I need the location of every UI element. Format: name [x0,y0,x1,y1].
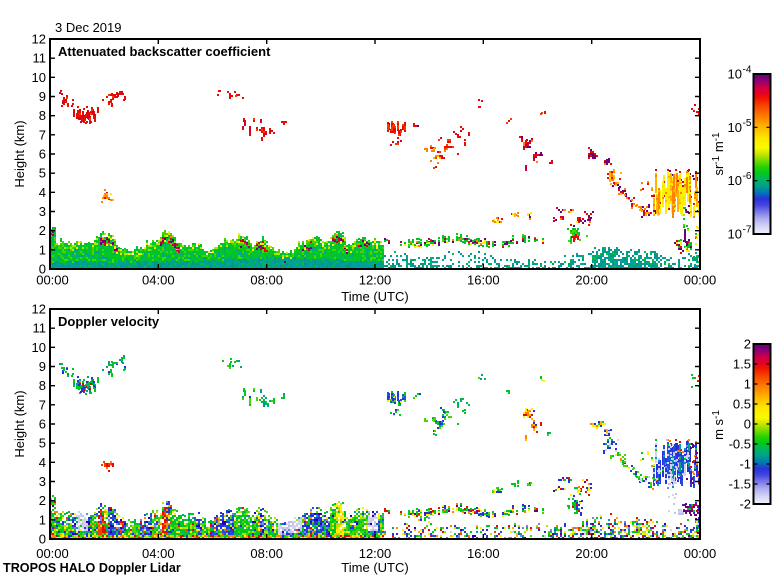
svg-text:-7: -7 [743,225,752,236]
svg-text:1: 1 [744,377,751,392]
svg-text:0: 0 [39,532,46,547]
svg-text:-2: -2 [739,497,751,512]
svg-text:5: 5 [39,166,46,181]
svg-text:12:00: 12:00 [359,546,392,561]
svg-text:5: 5 [39,436,46,451]
svg-text:16:00: 16:00 [467,273,500,288]
svg-text:Time (UTC): Time (UTC) [341,560,408,575]
svg-text:-4: -4 [743,65,752,76]
svg-text:4: 4 [39,455,46,470]
svg-text:-1: -1 [739,457,751,472]
svg-text:1: 1 [39,512,46,527]
svg-text:10: 10 [728,120,742,135]
svg-text:00:00: 00:00 [684,273,717,288]
svg-text:0.5: 0.5 [733,397,751,412]
svg-text:Height (km): Height (km) [12,120,27,187]
svg-text:2: 2 [39,223,46,238]
svg-text:04:00: 04:00 [142,273,175,288]
svg-text:8: 8 [39,378,46,393]
svg-text:7: 7 [39,397,46,412]
svg-text:-0.5: -0.5 [729,437,751,452]
svg-text:08:00: 08:00 [250,273,283,288]
svg-text:-6: -6 [743,171,752,182]
svg-text:10: 10 [728,67,742,82]
svg-text:10: 10 [32,70,46,85]
svg-text:-5: -5 [743,118,752,129]
svg-text:3: 3 [39,204,46,219]
svg-text:Time (UTC): Time (UTC) [341,289,408,304]
svg-text:04:00: 04:00 [142,546,175,561]
svg-text:2: 2 [39,493,46,508]
svg-text:0: 0 [744,417,751,432]
svg-text:00:00: 00:00 [36,273,69,288]
svg-text:08:00: 08:00 [250,546,283,561]
svg-text:00:00: 00:00 [36,546,69,561]
svg-text:11: 11 [33,51,47,66]
svg-text:0: 0 [39,262,46,277]
svg-text:2: 2 [744,337,751,352]
svg-text:10: 10 [728,227,742,242]
svg-text:00:00: 00:00 [684,546,717,561]
svg-text:9: 9 [39,359,46,374]
svg-text:Height (km): Height (km) [12,390,27,457]
svg-text:3: 3 [39,474,46,489]
svg-text:4: 4 [39,185,46,200]
svg-text:16:00: 16:00 [467,546,500,561]
svg-text:12: 12 [32,32,46,47]
svg-text:Attenuated backscatter coeffic: Attenuated backscatter coefficient [58,44,271,59]
svg-text:7: 7 [39,127,46,142]
svg-text:9: 9 [39,89,46,104]
svg-text:-1.5: -1.5 [729,477,751,492]
svg-text:20:00: 20:00 [575,273,608,288]
svg-text:6: 6 [39,417,46,432]
svg-text:Doppler velocity: Doppler velocity [58,314,160,329]
svg-text:20:00: 20:00 [575,546,608,561]
svg-text:8: 8 [39,108,46,123]
svg-text:10: 10 [728,173,742,188]
svg-text:6: 6 [39,147,46,162]
svg-text:12:00: 12:00 [359,273,392,288]
svg-text:11: 11 [33,321,47,336]
svg-text:1: 1 [39,242,46,257]
svg-text:3 Dec 2019: 3 Dec 2019 [55,20,122,35]
svg-text:10: 10 [32,340,46,355]
svg-text:TROPOS HALO Doppler Lidar: TROPOS HALO Doppler Lidar [3,561,181,575]
svg-text:12: 12 [32,302,46,317]
svg-text:1.5: 1.5 [733,357,751,372]
